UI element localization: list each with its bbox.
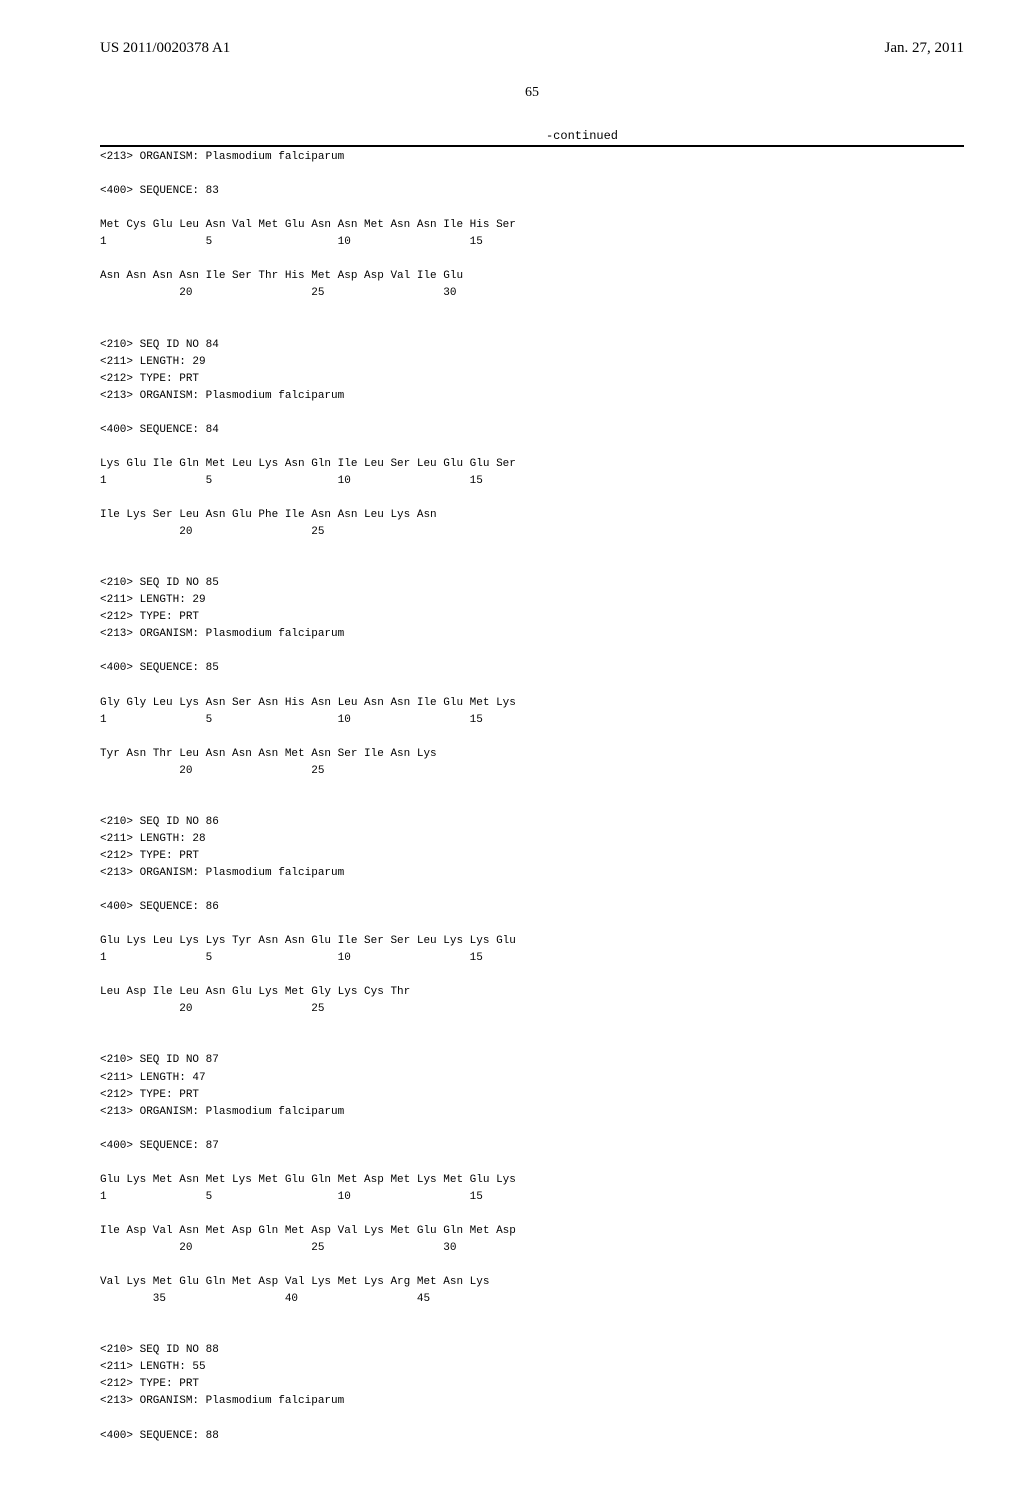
page-header: US 2011/0020378 A1 Jan. 27, 2011 bbox=[100, 40, 964, 57]
page-container: US 2011/0020378 A1 Jan. 27, 2011 65 -con… bbox=[0, 0, 1024, 1485]
continued-label: -continued bbox=[100, 129, 964, 143]
publication-number: US 2011/0020378 A1 bbox=[100, 40, 230, 57]
sequence-listing: <213> ORGANISM: Plasmodium falciparum <4… bbox=[100, 149, 964, 1445]
page-number: 65 bbox=[100, 85, 964, 101]
publication-date: Jan. 27, 2011 bbox=[885, 40, 964, 57]
top-rule bbox=[100, 145, 964, 147]
